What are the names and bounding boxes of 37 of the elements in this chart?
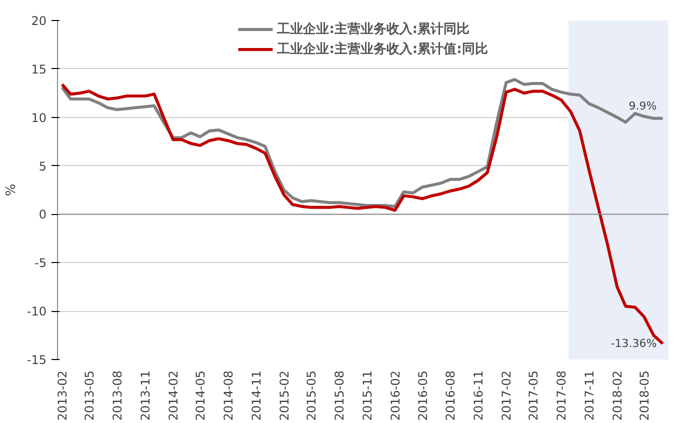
x-tick-label: 2014-02 xyxy=(166,370,181,421)
x-tick-label: 2013-11 xyxy=(138,370,153,421)
y-tick-label: -15 xyxy=(26,353,47,367)
x-tick-label: 2016-11 xyxy=(472,370,486,421)
y-tick-label: -10 xyxy=(26,304,47,319)
x-tick-label: 2015-08 xyxy=(332,370,346,421)
legend-label: 工业企业:主营业务收入:累计同比 xyxy=(277,20,470,38)
x-tick-label: 2015-02 xyxy=(277,370,292,421)
y-tick-label: -5 xyxy=(34,256,47,270)
x-tick-label: 2015-11 xyxy=(360,370,374,421)
x-tick-label: 2015-05 xyxy=(304,370,319,421)
x-tick-label: 2013-05 xyxy=(82,370,97,421)
x-tick-label: 2014-08 xyxy=(222,370,236,421)
x-tick-label: 2017-08 xyxy=(554,370,569,421)
x-tick-label: 2014-05 xyxy=(194,370,208,421)
x-tick-label: 2016-02 xyxy=(388,370,402,421)
x-tick-label: 2016-05 xyxy=(416,370,430,421)
line-series xyxy=(60,82,664,346)
x-tick-label: 2018-02 xyxy=(610,370,625,421)
x-tick-label: 2013-02 xyxy=(56,370,70,421)
x-tick-label: 2016-08 xyxy=(444,370,458,421)
x-tick-label: 2017-05 xyxy=(526,370,541,421)
y-tick-label: 10 xyxy=(31,110,47,125)
y-tick-label: 5 xyxy=(38,159,47,174)
annotation: 9.9% xyxy=(628,99,657,112)
legend-label: 工业企业:主营业务收入:累计值:同比 xyxy=(277,40,488,58)
x-tick-label: 2013-08 xyxy=(110,370,125,421)
x-tick-label: 2017-02 xyxy=(500,370,514,421)
x-tick-label: 2018-05 xyxy=(638,370,652,421)
x-tick-label: 2014-11 xyxy=(250,370,264,421)
x-tick-label: 2017-11 xyxy=(582,370,597,421)
y-axis-title: % xyxy=(4,184,19,196)
line-series xyxy=(60,78,664,208)
y-tick-label: 15 xyxy=(31,62,47,76)
y-tick-label: 0 xyxy=(38,208,47,222)
y-tick-label: 20 xyxy=(31,14,47,28)
annotation: -13.36% xyxy=(610,337,657,350)
